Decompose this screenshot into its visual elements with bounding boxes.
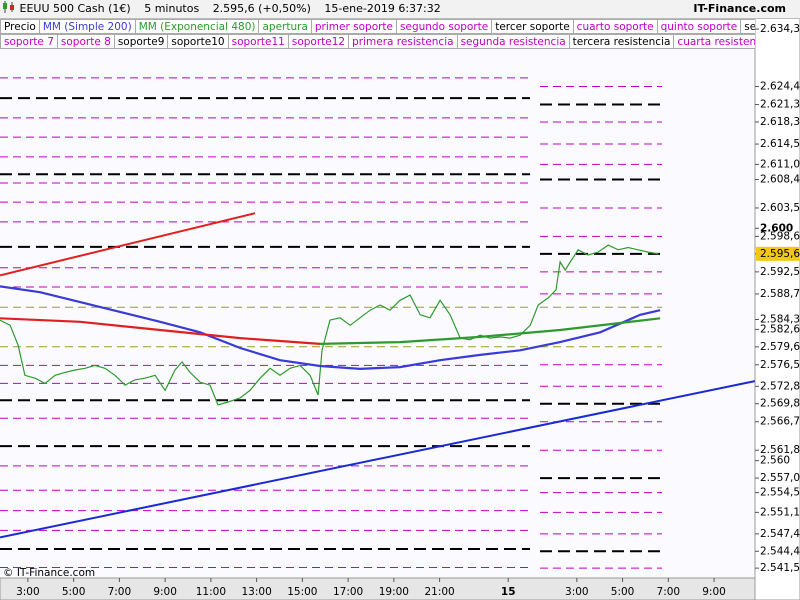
legend-entry: MM (Exponencial 480) — [134, 19, 260, 34]
legend-row: Precio MM (Simple 200) MM (Exponencial 480… — [0, 19, 755, 34]
y-tick-label: 2.618,3 — [760, 116, 800, 128]
y-tick-label: 2.551,1 — [760, 506, 800, 518]
y-tick-label: 2.557,0 — [760, 472, 800, 484]
icon — [3, 1, 14, 13]
legend-entry: primer soporte — [310, 19, 398, 34]
x-tick-label: 5:00 — [611, 586, 635, 598]
plot-content — [0, 77, 755, 569]
y-tick-label: 2.582,6 — [760, 323, 800, 335]
y-tick-label: 2.541,5 — [760, 562, 800, 574]
series-line — [0, 244, 659, 406]
y-tick-label: 2.624,4 — [760, 81, 800, 93]
y-tick-label: 2.579,6 — [760, 341, 800, 353]
x-tick-label: 7:00 — [657, 586, 681, 598]
legend-entry: tercera resistencia — [568, 34, 675, 49]
legend-entry: tercer soporte — [491, 19, 574, 34]
x-tick-label: 5:00 — [62, 586, 86, 598]
y-tick-label: 2.560 — [760, 455, 790, 467]
y-tick-label: 2.576,5 — [760, 359, 800, 371]
y-tick-label: 2.566,7 — [760, 416, 800, 428]
legend-entry: Precio — [0, 19, 40, 34]
y-tick-highlight — [756, 246, 799, 261]
series-line — [0, 285, 661, 371]
y-tick-label: 2.603,5 — [760, 202, 800, 214]
y-tick-label: 2.634,3 — [760, 23, 800, 35]
y-tick-label: 2.584,3 — [760, 313, 800, 325]
x-tick-label: 19:00 — [379, 586, 409, 598]
y-tick-label: 2.598,6 — [760, 230, 800, 242]
y-tick-label: 2.569,8 — [760, 398, 800, 410]
x-tick-label: 3:00 — [16, 586, 40, 598]
y-tick-label: 2.554,5 — [760, 487, 800, 499]
plot-area — [0, 18, 755, 578]
legend-entry: segunda resistencia — [456, 34, 570, 49]
x-tick-label: 13:00 — [241, 586, 271, 598]
legend-entry: apertura — [258, 19, 312, 34]
datetime: 15-ene-2019 6:37:32 — [324, 2, 441, 15]
interval: 5 minutos — [144, 2, 200, 15]
header: EEUU 500 Cash (1€) 5 minutos 2.595,6 (+0… — [0, 0, 800, 19]
y-tick-label: 2.614,5 — [760, 138, 800, 150]
title: EEUU 500 Cash (1€) — [19, 2, 131, 15]
y-tick-label: 2.621,3 — [760, 99, 800, 111]
legend-entry: primera resistencia — [348, 34, 458, 49]
legend-entry: soporte10 — [167, 34, 229, 49]
legend-row: soporte 7 soporte 8 soporte9 soporte10 sopor… — [0, 34, 755, 49]
legend-entry: quinto soporte — [656, 19, 742, 34]
y-tick-label: 2.600 — [760, 222, 793, 234]
legend-entry: MM (Simple 200) — [38, 19, 136, 34]
x-tick-label: 17:00 — [333, 586, 363, 598]
x-tick-label: 21:00 — [424, 586, 454, 598]
legend-entry: soporte9 — [113, 34, 169, 49]
x-tick-label: 15 — [501, 586, 516, 598]
copyright: © IT-Finance.com — [3, 567, 96, 579]
legend-entry: soporte12 — [287, 34, 350, 49]
legend-entry: cuarta resistencia — [673, 34, 755, 49]
x-tick-label: 15:00 — [287, 586, 317, 598]
y-tick-label: 2.561,8 — [760, 444, 800, 456]
legend-entry: soporte 7 — [0, 34, 58, 49]
legend-entry: segundo soporte — [396, 19, 493, 34]
legend-entry: soporte 8 — [56, 34, 115, 49]
y-tick-label: 2.588,7 — [760, 288, 800, 300]
x-tick-label: 9:00 — [153, 586, 177, 598]
x-tick-label: 7:00 — [108, 586, 132, 598]
y-axis-panel — [754, 17, 800, 600]
y-tick-label: 2.608,4 — [760, 173, 800, 185]
x-tick-label: 3:00 — [565, 586, 589, 598]
last-price: 2.595,6 (+0,50%) — [212, 2, 311, 15]
x-axis-panel — [0, 577, 756, 600]
series-line — [319, 317, 661, 345]
legend-entry: cuarto soporte — [572, 19, 658, 34]
legend-entry: soporte11 — [227, 34, 289, 49]
trendline — [0, 212, 256, 277]
y-tick-label: 2.547,4 — [760, 528, 800, 540]
y-tick-label: 2.544,4 — [760, 545, 800, 557]
series-line — [0, 317, 321, 345]
y-tick-label: 2.592,5 — [760, 266, 800, 278]
brand: IT-Finance.com — [693, 2, 786, 15]
legend-entry: sexto soporte — [740, 19, 755, 34]
y-tick-label: 2.611,0 — [760, 158, 800, 170]
trendline — [0, 380, 755, 539]
x-tick-label: 9:00 — [702, 586, 726, 598]
y-tick-label: 2.572,8 — [760, 380, 800, 392]
y-tick-label: 2.595,6 — [760, 248, 800, 260]
x-tick-label: 11:00 — [196, 586, 226, 598]
